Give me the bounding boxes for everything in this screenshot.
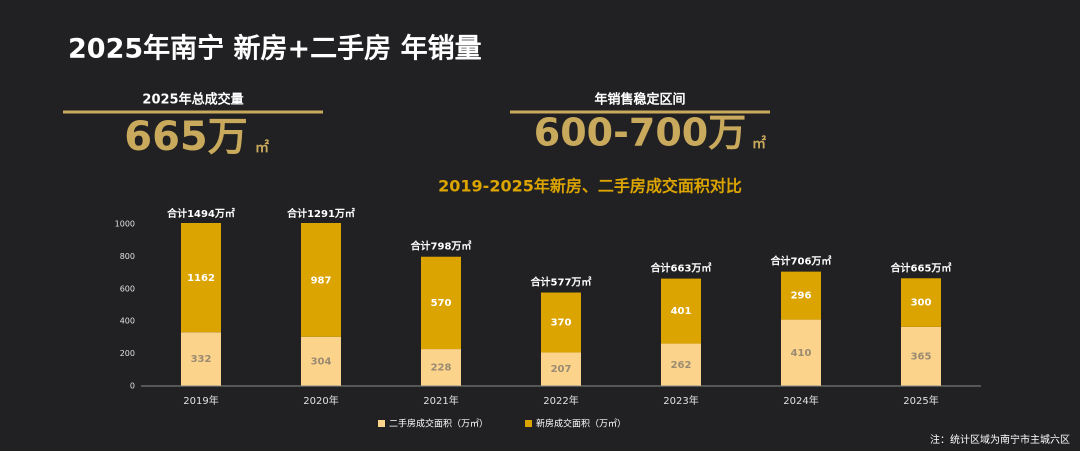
bar-segment <box>421 349 461 386</box>
data-label: 228 <box>431 363 452 374</box>
legend-label: 新房成交面积（万㎡） <box>536 418 626 430</box>
page-title: 2025年南宁 新房+二手房 年销量 <box>68 33 482 65</box>
bar-segment <box>781 271 821 320</box>
y-tick-label: 200 <box>120 349 135 358</box>
y-tick-label: 800 <box>120 252 135 261</box>
x-tick-label: 2021年 <box>423 394 458 407</box>
stat-unit: ㎡ <box>752 135 766 152</box>
stat-value: 665万 <box>124 114 248 160</box>
data-label: 370 <box>551 317 572 328</box>
bar-segment <box>181 223 221 333</box>
bar-segment <box>181 332 221 386</box>
y-tick-label: 0 <box>130 382 135 391</box>
x-tick-label: 2024年 <box>783 394 818 407</box>
data-label: 570 <box>431 298 452 309</box>
data-label: 332 <box>191 354 212 365</box>
bar-segment <box>541 292 581 353</box>
bar-segment <box>901 326 941 386</box>
data-label: 365 <box>911 351 932 362</box>
data-label: 304 <box>311 356 332 367</box>
legend-swatch <box>525 420 533 427</box>
y-tick-label: 400 <box>120 317 135 326</box>
stat-label: 2025年总成交量 <box>142 92 243 108</box>
legend-swatch <box>378 420 385 427</box>
x-tick-label: 2023年 <box>663 394 698 407</box>
x-tick-label: 2020年 <box>303 394 338 407</box>
footnote: 注：统计区域为南宁市主城六区 <box>930 433 1070 446</box>
plot-area <box>181 223 941 386</box>
total-label: 合计706万㎡ <box>770 255 832 268</box>
data-label: 987 <box>311 275 332 286</box>
total-label: 合计663万㎡ <box>650 262 712 275</box>
total-label: 合计1291万㎡ <box>286 207 355 220</box>
total-label: 合计1494万㎡ <box>166 207 235 220</box>
stat-unit: ㎡ <box>255 139 269 156</box>
x-tick-label: 2019年 <box>183 394 218 407</box>
total-label: 合计665万㎡ <box>890 261 952 274</box>
stat-label: 年销售稳定区间 <box>594 92 685 108</box>
bar-segment <box>901 278 941 327</box>
bar-segment <box>781 319 821 386</box>
data-label: 296 <box>791 291 812 302</box>
x-tick-label: 2025年 <box>903 394 938 407</box>
data-label: 300 <box>911 298 932 309</box>
y-tick-label: 1000 <box>115 220 135 229</box>
stat-value: 600-700万 <box>534 111 746 155</box>
total-label: 合计577万㎡ <box>530 276 592 289</box>
bar-segment <box>541 352 581 386</box>
bar-segment <box>421 256 461 350</box>
bar-segment <box>661 278 701 344</box>
data-label: 410 <box>791 348 812 359</box>
legend-label: 二手房成交面积（万㎡） <box>389 418 488 430</box>
bar-segment <box>301 336 341 386</box>
total-label: 合计798万㎡ <box>410 240 472 253</box>
data-label: 1162 <box>187 273 215 284</box>
bar-segment <box>301 223 341 337</box>
data-label: 262 <box>671 360 692 371</box>
y-tick-label: 600 <box>120 284 135 293</box>
data-label: 401 <box>671 306 692 317</box>
data-label: 207 <box>551 364 572 375</box>
bar-segment <box>661 343 701 386</box>
x-tick-label: 2022年 <box>543 394 578 407</box>
chart-title: 2019-2025年新房、二手房成交面积对比 <box>438 177 742 196</box>
